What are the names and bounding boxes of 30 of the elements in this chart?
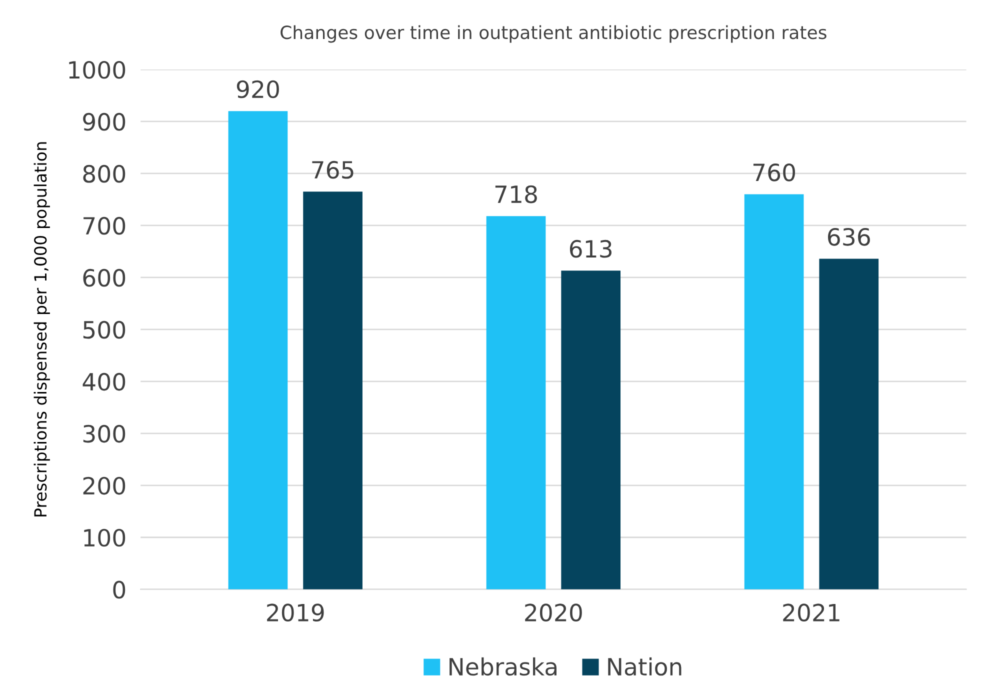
x-tick-label: 2020 (525, 604, 582, 622)
y-tick-label: 400 (82, 372, 126, 391)
bar (561, 270, 621, 590)
data-label: 636 (828, 228, 870, 246)
y-tick-label: 0 (113, 580, 126, 599)
y-tick-label: 100 (84, 528, 126, 547)
bar (303, 192, 362, 590)
data-label: 760 (753, 164, 796, 182)
legend-label: Nebraska (450, 657, 556, 676)
y-tick-label: 700 (84, 216, 126, 235)
y-tick-label: 500 (83, 320, 126, 339)
data-label: 765 (312, 160, 354, 179)
y-tick-label: 800 (83, 164, 126, 183)
y-tick-label: 900 (83, 112, 126, 131)
x-tick-label: 2019 (267, 604, 324, 622)
legend-label: Nation (608, 657, 682, 676)
bar (819, 258, 879, 590)
data-label: 613 (570, 240, 612, 258)
y-axis-title: Prescriptions dispensed per 1,000 population (34, 142, 50, 516)
y-tick-label: 1000 (69, 60, 126, 79)
bar (228, 111, 288, 590)
x-tick-label: 2021 (783, 604, 840, 622)
data-label: 920 (236, 80, 279, 98)
chart-title: Changes over time in outpatient antibiotic prescription rates (280, 25, 826, 43)
data-label: 718 (495, 185, 537, 204)
y-tick-label: 600 (83, 268, 126, 287)
y-tick-label: 300 (83, 424, 126, 443)
bar (486, 216, 546, 590)
bar (744, 194, 804, 590)
y-tick-label: 200 (83, 476, 126, 495)
